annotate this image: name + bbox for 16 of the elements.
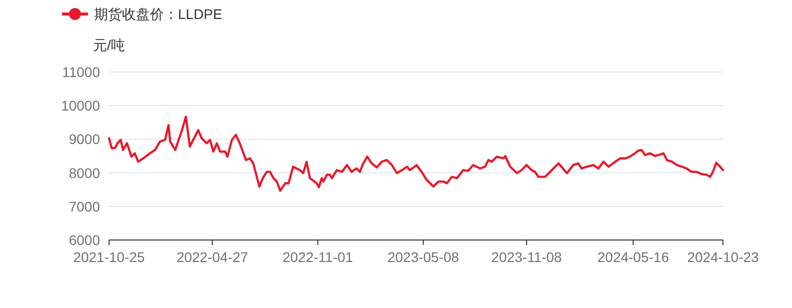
y-tick-label: 10000: [61, 98, 100, 114]
x-tick-label: 2021-10-25: [73, 249, 146, 265]
y-axis-title: 元/吨: [93, 37, 125, 53]
y-tick-label: 11000: [62, 64, 100, 80]
x-tick-label: 2022-11-01: [282, 249, 354, 265]
legend-label: 期货收盘价：LLDPE: [94, 6, 222, 22]
x-tick-label: 2023-05-08: [387, 249, 460, 265]
y-tick-label: 9000: [68, 131, 100, 148]
y-tick-label: 6000: [68, 232, 100, 248]
x-tick-label: 2024-05-16: [597, 249, 670, 265]
line-series: [108, 116, 724, 192]
x-tick-label: 2022-04-27: [176, 249, 248, 265]
y-tick-label: 7000: [68, 198, 100, 214]
x-tick-label: 2023-11-08: [491, 249, 562, 265]
x-tick-label: 2024-10-23: [687, 249, 760, 265]
y-tick-label: 8000: [68, 164, 100, 181]
